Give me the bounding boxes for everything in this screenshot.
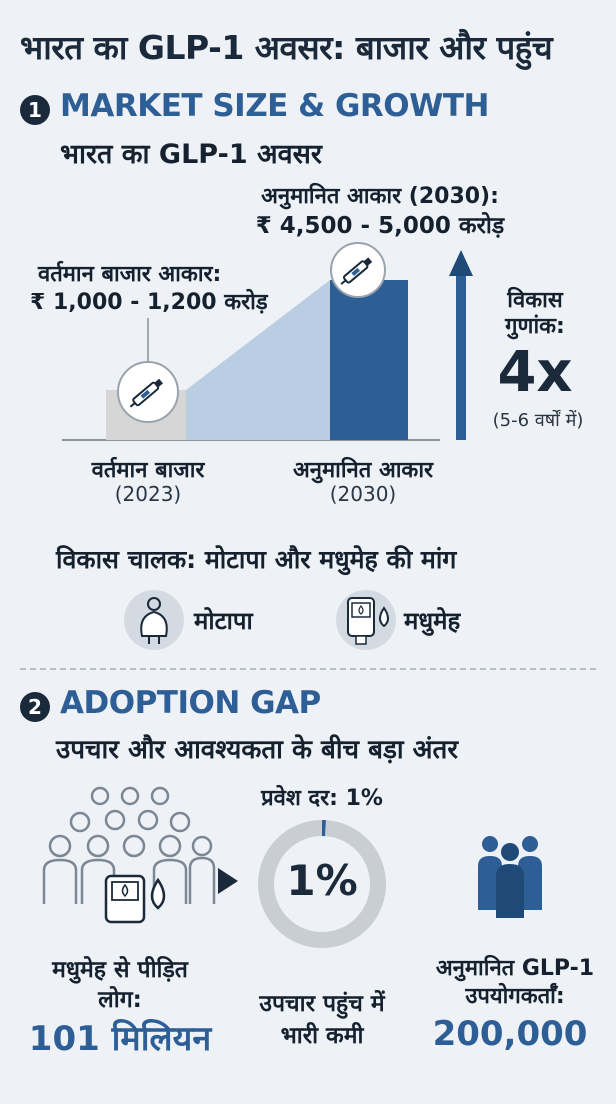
section-2-number: 2 (20, 692, 50, 722)
growth-period: (5-6 वर्षों में) (492, 410, 584, 431)
growth-multiplier-value: 4x (497, 340, 573, 405)
donut-fill (258, 820, 386, 948)
obesity-person-icon (124, 590, 184, 650)
users-label-line1: अनुमानित GLP-1 (435, 956, 595, 981)
section-2-subtitle: उपचार और आवश्यकता के बीच बड़ा अंतर (56, 735, 458, 765)
diabetic-crowd-icon (42, 786, 216, 924)
page-title: भारत का GLP-1 अवसर: बाजार और पहुंच (20, 28, 553, 67)
glucose-meter-icon (336, 590, 396, 650)
diabetics-value: 101 मिलियन (28, 1019, 212, 1059)
driver-diabetes-label: मधुमेह (404, 607, 461, 635)
penetration-caption-line1: उपचार पहुंच में (259, 991, 385, 1017)
section-1-number: 1 (20, 95, 50, 125)
section-divider (20, 668, 596, 670)
current-axis-label: वर्तमान बाजार (91, 458, 205, 483)
current-size-label: वर्तमान बाजार आकार: (38, 262, 222, 287)
projected-size-value: ₹ 4,500 - 5,000 करोड़ (255, 213, 505, 239)
driver-obesity-label: मोटापा (194, 607, 253, 635)
growth-label-line2: गुणांक: (505, 314, 565, 339)
play-arrow-icon (218, 868, 238, 894)
section-2-title: ADOPTION GAP (60, 685, 321, 721)
projected-market-bar (330, 280, 408, 440)
users-label-line2: उपयोगकर्ताँ: (465, 984, 565, 1009)
section-1-subtitle: भारत का GLP-1 अवसर (60, 139, 322, 170)
diabetics-label-line1: मधुमेह से पीड़ित (52, 957, 188, 983)
projected-size-label: अनुमानित आकार (2030): (261, 184, 499, 209)
projected-axis-year: (2030) (329, 482, 397, 506)
users-group-icon (478, 836, 542, 918)
section-1-title: MARKET SIZE & GROWTH (60, 88, 489, 124)
drivers-title: विकास चालक: मोटापा और मधुमेह की मांग (56, 545, 457, 574)
diabetics-label-line2: लोग: (98, 987, 142, 1013)
growth-wedge (186, 280, 330, 440)
penetration-value: 1% (286, 856, 358, 905)
pen-injector-icon-projected (330, 242, 386, 298)
penetration-label: प्रवेश दर: 1% (261, 786, 383, 811)
penetration-donut (258, 820, 386, 948)
penetration-caption-line2: भारी कमी (280, 1023, 364, 1049)
growth-label-line1: विकास (507, 288, 563, 313)
pen-injector-icon-current (117, 361, 179, 423)
current-axis-year: (2023) (114, 482, 182, 506)
growth-arrow-icon (449, 250, 473, 440)
market-growth-graphic (62, 242, 473, 441)
current-size-value: ₹ 1,000 - 1,200 करोड़ (30, 290, 268, 315)
users-value: 200,000 (432, 1014, 588, 1054)
projected-axis-label: अनुमानित आकार (292, 458, 434, 483)
